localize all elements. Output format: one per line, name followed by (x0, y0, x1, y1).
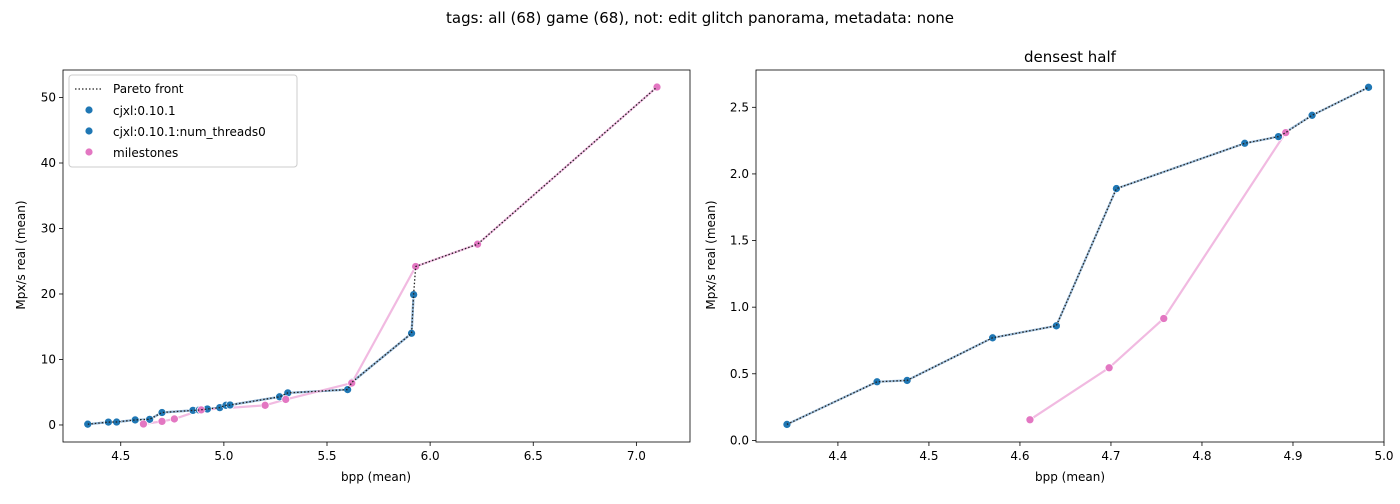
right-pareto-front (786, 86, 1369, 425)
left-ytick-label: 30 (41, 221, 56, 235)
right-point-milestones (1104, 363, 1114, 373)
left-point-milestones (170, 414, 179, 424)
left-point-milestones (260, 400, 270, 410)
right-ytick-label: 0.5 (730, 367, 749, 381)
right-title: densest half (1024, 48, 1117, 66)
right-point-cjxl (872, 377, 882, 387)
legend-milestones-swatch (84, 147, 94, 157)
right-point-cjxl (1112, 184, 1121, 193)
legend-cjxl-swatch (84, 105, 94, 115)
right-xtick-label: 4.9 (1283, 449, 1302, 463)
left-point-cjxl_threads (157, 408, 167, 417)
left-pareto-front (87, 86, 658, 425)
chart-right: densest half bpp (mean) Mpx/s real (mean… (704, 48, 1394, 484)
left-ytick-label: 20 (41, 287, 56, 301)
right-point-cjxl (1364, 82, 1373, 92)
right-series-line-milestones (1029, 131, 1287, 421)
left-xtick-label: 6.0 (421, 449, 440, 463)
left-point-milestones (473, 239, 482, 249)
left-plot-frame (62, 69, 691, 443)
left-point-milestones (139, 419, 148, 429)
right-point-cjxl (1240, 138, 1250, 148)
left-point-milestones (281, 395, 291, 404)
left-point-milestones (347, 378, 357, 388)
right-xtick-label: 4.8 (1192, 449, 1211, 463)
left-xlabel: bpp (mean) (341, 470, 411, 484)
right-ytick-label: 1.0 (730, 300, 749, 314)
legend-cjxl-threads-swatch (84, 126, 94, 136)
legend: Pareto front cjxl:0.10.1 cjxl:0.10.1:num… (68, 74, 298, 168)
left-point-cjxl_threads (130, 415, 140, 425)
left-point-cjxl_threads (145, 414, 154, 424)
right-ytick-label: 1.5 (730, 234, 749, 248)
right-xtick-label: 4.4 (828, 449, 847, 463)
right-point-milestones (1025, 415, 1035, 425)
legend-milestones-label: milestones (113, 146, 178, 160)
right-ylabel: Mpx/s real (mean) (704, 200, 718, 309)
left-xtick-label: 4.5 (111, 449, 130, 463)
right-point-cjxl (1307, 110, 1317, 120)
left-ytick-label: 50 (41, 91, 56, 105)
right-ytick-label: 2.5 (730, 100, 749, 114)
legend-cjxl-label: cjxl:0.10.1 (113, 104, 176, 118)
left-ytick-label: 0 (48, 418, 56, 432)
right-point-milestones (1159, 314, 1169, 323)
legend-box (68, 74, 298, 168)
left-point-cjxl_threads (407, 328, 416, 338)
chart-left: bpp (mean) Mpx/s real (mean) 4.5 5.0 5.5 6.… (14, 69, 691, 484)
legend-cjxl-threads-label: cjxl:0.10.1:num_threads0 (113, 125, 266, 139)
left-ylabel: Mpx/s real (mean) (14, 200, 28, 309)
left-ytick-label: 10 (41, 352, 56, 366)
left-xtick-label: 5.0 (214, 449, 233, 463)
left-ytick-label: 40 (41, 156, 56, 170)
left-series-line-milestones (143, 86, 658, 426)
right-xlabel: bpp (mean) (1035, 470, 1105, 484)
right-xtick-label: 4.6 (1010, 449, 1029, 463)
right-xtick-label: 4.5 (919, 449, 938, 463)
legend-pareto-label: Pareto front (113, 82, 184, 96)
right-plot-frame (755, 69, 1385, 443)
right-ytick-label: 2.0 (730, 167, 749, 181)
right-xtick-label: 5.0 (1374, 449, 1393, 463)
right-ytick-label: 0.0 (730, 433, 749, 447)
left-point-cjxl_threads (83, 419, 93, 429)
right-xtick-label: 4.7 (1101, 449, 1120, 463)
left-xtick-label: 6.5 (524, 449, 543, 463)
left-xtick-label: 7.0 (627, 449, 646, 463)
left-point-milestones (157, 417, 167, 426)
right-point-milestones (1281, 128, 1291, 137)
figure-suptitle: tags: all (68) game (68), not: edit glit… (446, 9, 954, 27)
right-point-cjxl (1051, 321, 1061, 331)
left-xtick-label: 5.5 (317, 449, 336, 463)
